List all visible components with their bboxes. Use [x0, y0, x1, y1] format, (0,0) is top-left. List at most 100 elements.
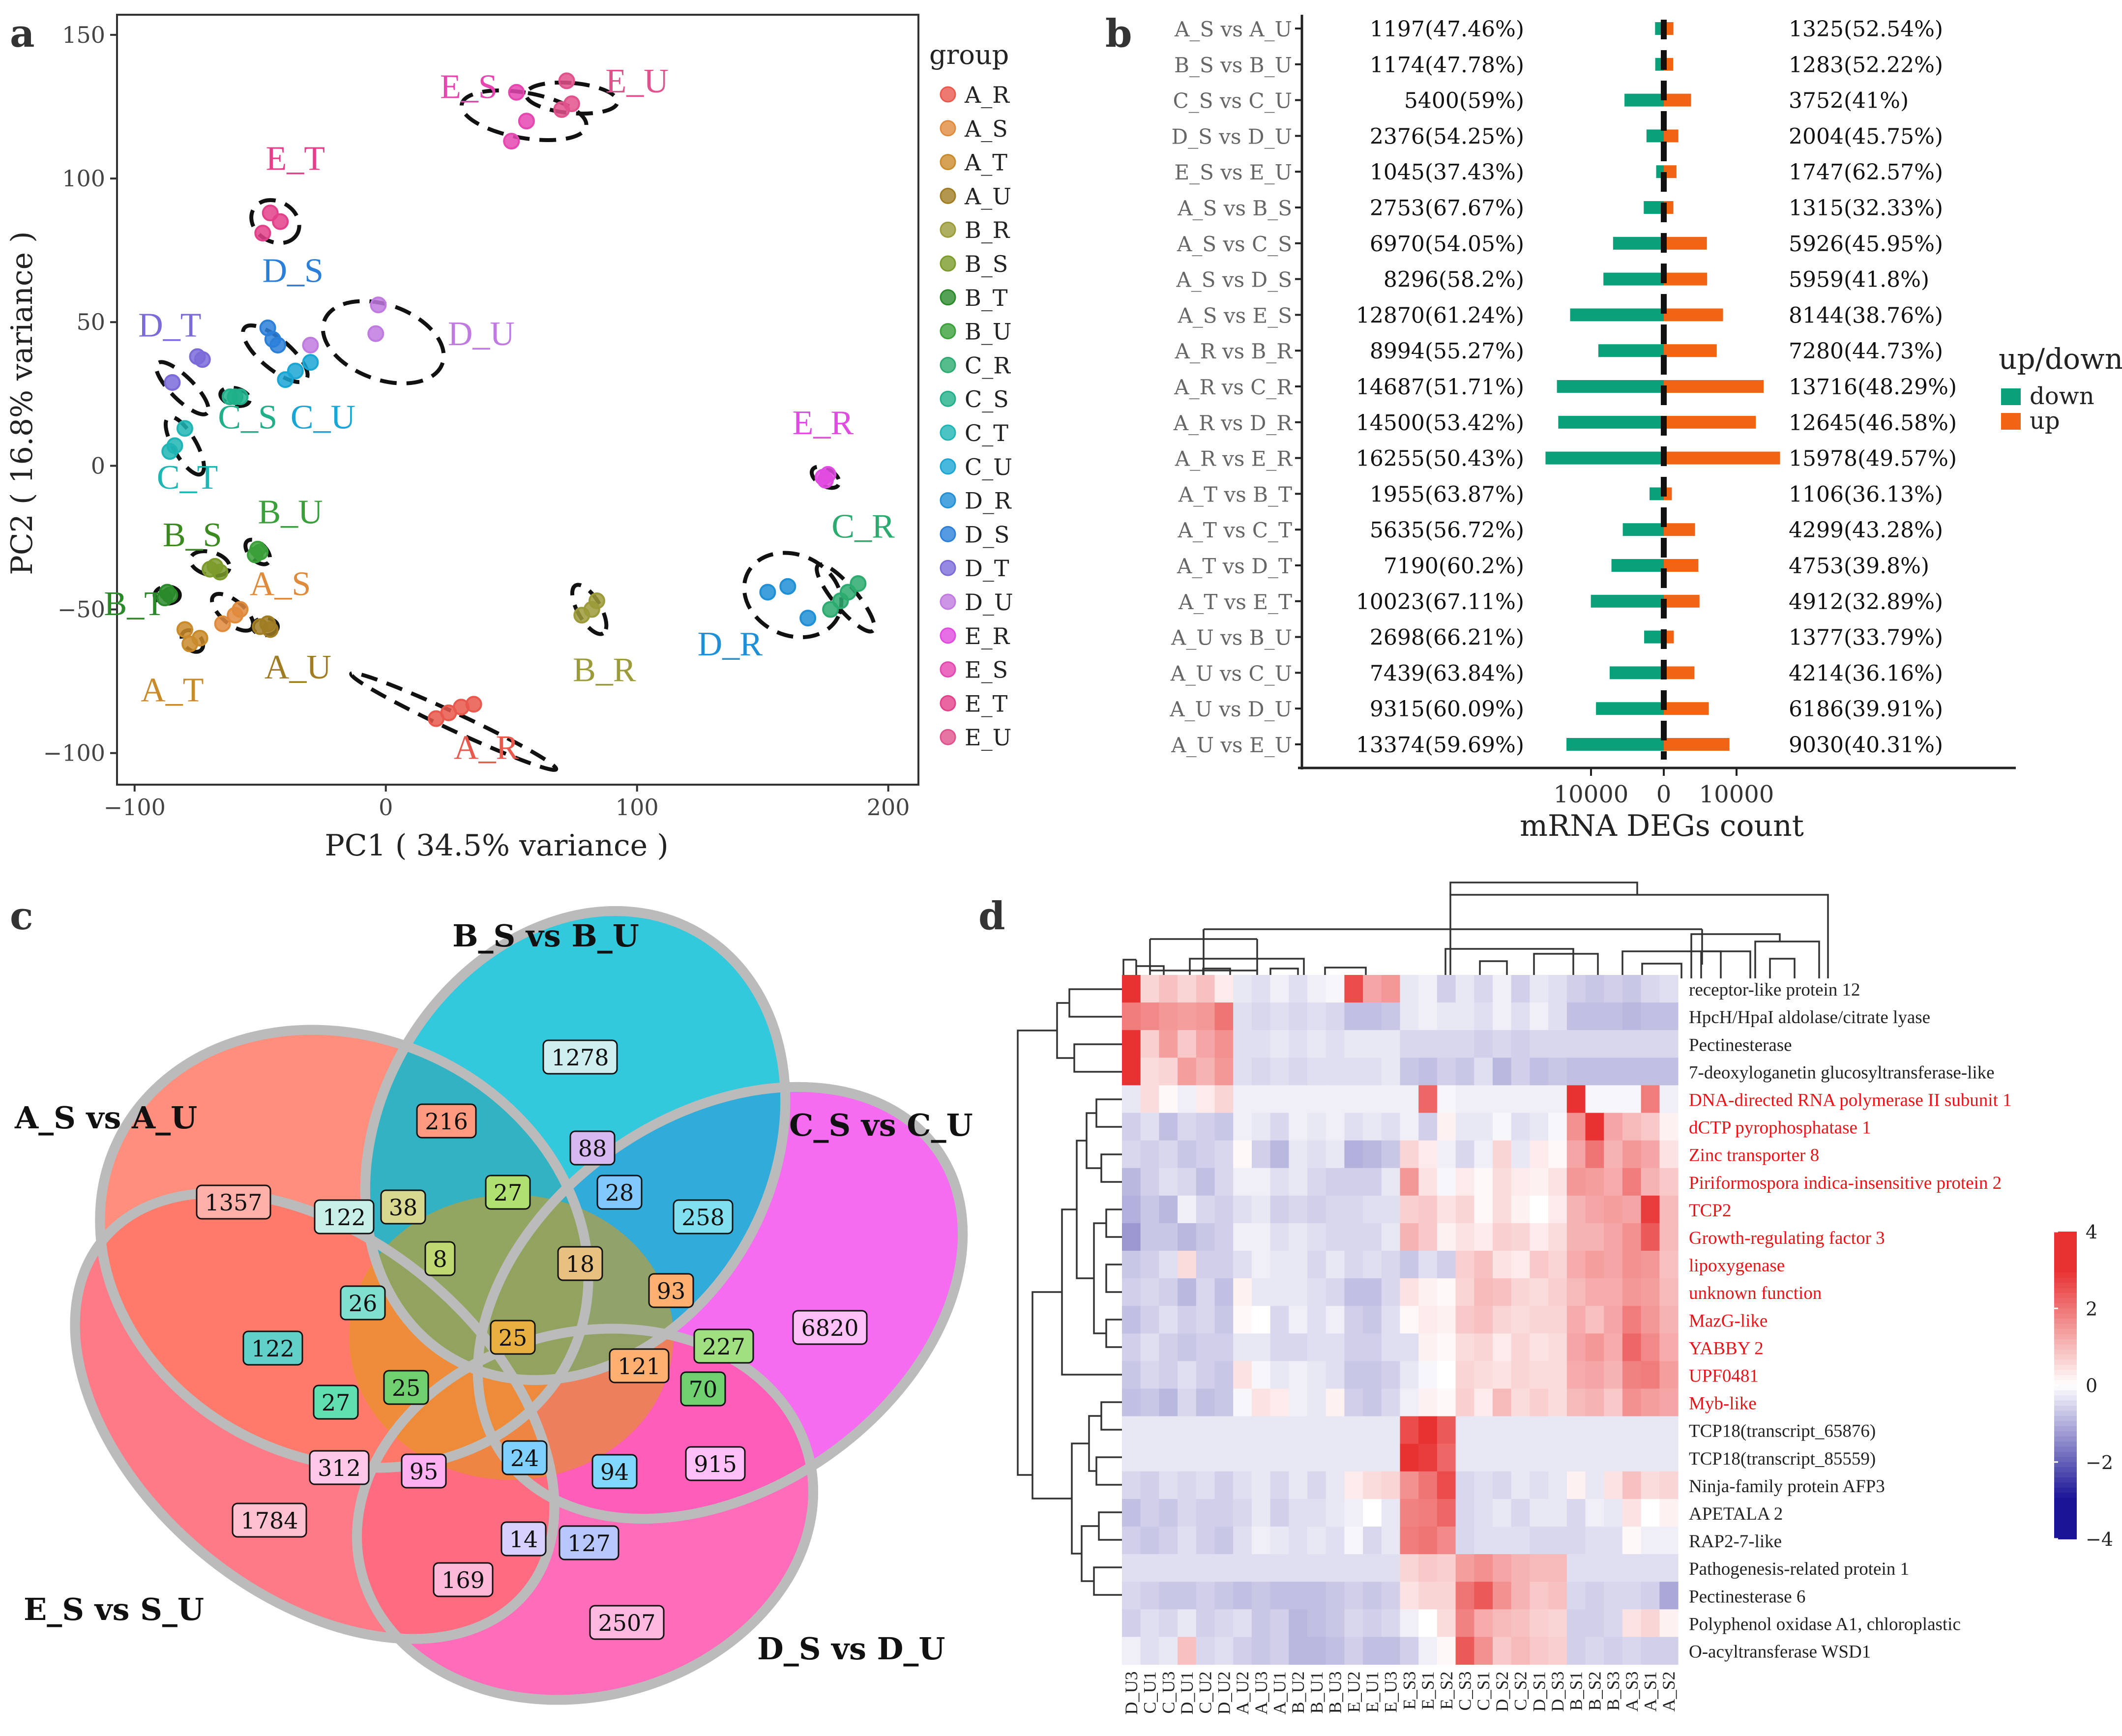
heatmap-cell — [1641, 1223, 1660, 1251]
venn-set-d-outline — [352, 1324, 818, 1705]
heatmap-cell — [1270, 1471, 1289, 1500]
heatmap-cell — [1418, 1333, 1438, 1361]
heatmap-cell — [1159, 1554, 1178, 1582]
deg-category-label: A_T vs C_T — [1178, 518, 1292, 542]
heatmap-cell — [1659, 1471, 1679, 1500]
deg-up-value-label: 4912(32.89%) — [1789, 589, 1943, 615]
deg-legend-swatch — [2001, 388, 2021, 405]
heatmap-cell — [1455, 1058, 1474, 1086]
heatmap-cell — [1251, 1416, 1271, 1444]
heatmap-cell — [1344, 1499, 1363, 1527]
heatmap-cell — [1196, 1168, 1215, 1196]
heatmap-cell — [1455, 1582, 1474, 1610]
heatmap-cell — [1548, 1058, 1567, 1086]
pca-group-label: C_T — [157, 459, 218, 497]
deg-bar-down — [1596, 702, 1664, 715]
heatmap-row-label: 7-deoxyloganetin glucosyltransferase-lik… — [1689, 1062, 1995, 1083]
venn-region-count: 122 — [323, 1204, 366, 1231]
heatmap-cell — [1214, 1443, 1234, 1472]
heatmap-cell — [1326, 1361, 1345, 1389]
heatmap-cell — [1159, 1223, 1178, 1251]
heatmap-cell — [1604, 1499, 1623, 1527]
pca-y-tick-label: 50 — [76, 309, 105, 335]
heatmap-cell — [1326, 1168, 1345, 1196]
pca-point — [302, 354, 319, 371]
deg-bar-up — [1664, 451, 1780, 465]
pca-point — [503, 133, 520, 150]
heatmap-cell — [1196, 1251, 1215, 1279]
heatmap-cell — [1381, 1554, 1401, 1582]
heatmap-cell — [1233, 1361, 1252, 1389]
deg-bar-up — [1664, 308, 1723, 322]
heatmap-scale-step — [2054, 1498, 2077, 1504]
heatmap-cell — [1251, 1637, 1271, 1665]
heatmap-cell — [1270, 1306, 1289, 1334]
heatmap-cell — [1604, 1443, 1623, 1472]
heatmap-cell — [1530, 1554, 1549, 1582]
deg-down-value-label: 10023(67.11%) — [1356, 589, 1524, 615]
heatmap-cell — [1622, 1471, 1642, 1500]
venn-region-count: 121 — [618, 1353, 661, 1380]
heatmap-scale-step — [2054, 1462, 2077, 1468]
deg-down-value-label: 8994(55.27%) — [1370, 339, 1524, 364]
heatmap-cell — [1307, 1499, 1326, 1527]
heatmap-cell — [1530, 1361, 1549, 1389]
heatmap-cell — [1122, 975, 1141, 1003]
heatmap-cell — [1307, 1002, 1326, 1030]
heatmap-scale-step — [2054, 1324, 2077, 1329]
heatmap-cell — [1455, 1030, 1474, 1058]
venn-region-box — [380, 1189, 426, 1225]
heatmap-cell — [1566, 1195, 1586, 1224]
heatmap-cell — [1530, 1499, 1549, 1527]
pca-legend-swatch — [940, 627, 956, 644]
heatmap-cell — [1511, 1030, 1530, 1058]
heatmap-cell — [1251, 1223, 1271, 1251]
deg-bar-up — [1664, 344, 1717, 357]
heatmap-cell — [1474, 1471, 1493, 1500]
heatmap-cell — [1659, 1030, 1679, 1058]
heatmap-cell — [1140, 1278, 1159, 1306]
pca-group-label: D_R — [698, 625, 763, 663]
heatmap-cell — [1659, 1527, 1679, 1555]
venn-region-box — [490, 1320, 536, 1355]
heatmap-column-label: E_S2 — [1437, 1672, 1456, 1710]
deg-category-label: E_S vs E_U — [1175, 160, 1292, 184]
heatmap-cell — [1159, 1168, 1178, 1196]
venn-region-box — [485, 1175, 531, 1210]
heatmap-scale-label: −4 — [2086, 1529, 2113, 1550]
heatmap-cell — [1585, 1609, 1604, 1637]
heatmap-cell — [1604, 1527, 1623, 1555]
deg-down-value-label: 1174(47.78%) — [1370, 53, 1524, 78]
pca-legend-swatch — [940, 458, 956, 475]
heatmap-cell — [1251, 1333, 1271, 1361]
heatmap-cell — [1566, 1554, 1586, 1582]
heatmap-scale-step — [2054, 1482, 2077, 1488]
pca-legend-label: A_S — [964, 116, 1008, 142]
heatmap-cell — [1566, 1251, 1586, 1279]
heatmap-cell — [1140, 1223, 1159, 1251]
heatmap-cell — [1604, 1361, 1623, 1389]
heatmap-cell — [1140, 1527, 1159, 1555]
deg-category-label: A_T vs E_T — [1178, 590, 1292, 614]
heatmap-cell — [1344, 1251, 1363, 1279]
heatmap-row-label: Pectinesterase — [1689, 1035, 1792, 1055]
pca-legend-swatch — [940, 356, 956, 373]
heatmap-cell — [1530, 1085, 1549, 1114]
heatmap-row-label: HpcH/HpaI aldolase/citrate lyase — [1689, 1007, 1930, 1028]
heatmap-cell — [1400, 1251, 1419, 1279]
heatmap-cell — [1344, 1030, 1363, 1058]
heatmap-scale-step — [2054, 1451, 2077, 1458]
heatmap-cell — [1214, 1388, 1234, 1417]
heatmap-cell — [1530, 1443, 1549, 1472]
panel-a-letter: a — [10, 11, 35, 56]
deg-down-value-label: 16255(50.43%) — [1356, 446, 1524, 471]
heatmap-cell — [1566, 1306, 1586, 1334]
venn-region-box — [314, 1199, 375, 1235]
heatmap-cell — [1622, 1058, 1642, 1086]
venn-region-count: 38 — [389, 1194, 418, 1221]
heatmap-cell — [1140, 1471, 1159, 1500]
heatmap-cell — [1622, 1085, 1642, 1114]
heatmap-cell — [1566, 1527, 1586, 1555]
deg-bar-down — [1609, 666, 1664, 679]
deg-category-label: A_R vs E_R — [1175, 447, 1293, 471]
